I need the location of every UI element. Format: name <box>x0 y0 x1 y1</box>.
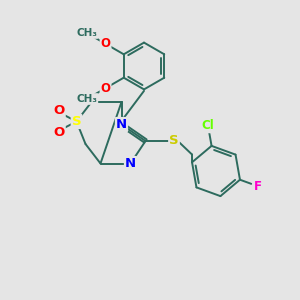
Text: F: F <box>254 180 261 193</box>
Text: Cl: Cl <box>202 119 214 132</box>
Text: O: O <box>53 103 65 117</box>
Text: CH₃: CH₃ <box>76 28 97 38</box>
Text: O: O <box>100 37 110 50</box>
Text: O: O <box>53 126 65 140</box>
Text: N: N <box>116 118 127 131</box>
Text: CH₃: CH₃ <box>76 94 97 104</box>
Text: S: S <box>169 134 179 148</box>
Text: N: N <box>125 157 136 170</box>
Text: O: O <box>100 82 110 95</box>
Text: S: S <box>72 115 81 128</box>
